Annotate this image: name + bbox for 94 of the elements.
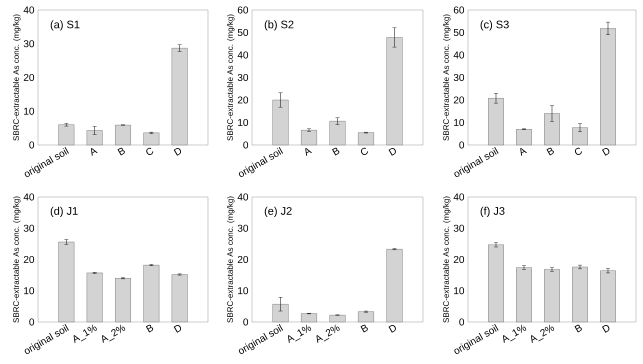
bar [115,278,131,322]
y-axis-title: SBRC-extractable As conc. (mg/kg) [227,14,234,141]
y-tick-label: 10 [454,287,464,294]
text: (d) J1 [50,206,78,218]
y-tick-label: 40 [24,6,34,14]
x-tick-label: C [574,148,582,155]
bar [572,266,588,322]
y-tick-label: 0 [29,141,34,149]
bar [600,28,616,146]
bar [272,100,289,146]
y-tick-label: 10 [24,108,34,115]
y-tick-label: 30 [454,224,464,232]
bar [488,98,504,146]
bar [516,129,532,146]
bar [329,120,346,146]
y-axis-title: SBRC-extractable As conc. (mg/kg) [13,14,20,141]
y-tick-label: 50 [238,28,248,36]
y-axis-title: SBRC-extractable As conc. (mg/kg) [227,196,234,323]
bar [272,304,289,322]
y-tick-label: 40 [454,51,464,59]
bar [115,124,131,146]
x-tick-label: B [546,148,554,156]
y-tick-label: 20 [238,256,248,264]
bar [58,242,74,322]
x-tick-label: A [305,148,312,156]
bar [488,244,504,322]
x-tick-label: A [90,148,98,156]
y-tick-label: 30 [238,74,248,82]
bar [386,248,403,322]
y-tick-label: 50 [454,28,464,36]
y-tick-label: 30 [238,224,248,232]
bar [143,132,160,146]
x-tick-label: B [146,324,154,333]
y-tick-label: 20 [24,256,34,264]
x-tick-label: B [360,324,368,333]
text: (c) S3 [480,20,509,31]
y-tick-label: 0 [243,318,248,326]
x-tick-label: B [332,148,340,156]
x-tick-label: B [574,324,582,333]
y-tick-label: 0 [459,141,464,149]
x-tick-label: C [360,148,368,155]
bar [544,113,560,146]
y-tick-label: 40 [238,193,248,201]
bar [329,314,346,322]
x-tick-label: D [602,325,610,333]
y-tick-label: 60 [238,6,248,14]
y-tick-label: 10 [238,118,248,126]
y-axis-title: SBRC-extractable As conc. (mg/kg) [13,196,20,323]
bar [172,274,188,322]
x-tick-label: A [520,148,527,156]
y-tick-label: 0 [29,318,34,326]
x-tick-label: D [602,148,610,156]
y-tick-label: 60 [454,6,464,14]
text: (a) S1 [50,20,80,31]
y-tick-label: 0 [459,318,464,326]
bar [386,37,403,146]
x-tick-label: D [174,148,182,156]
bar [172,48,188,146]
x-tick-label: D [174,325,182,333]
bar [86,130,103,146]
y-axis-title: SBRC-extractable As conc. (mg/kg) [443,14,450,141]
x-tick-label: D [388,148,396,156]
y-tick-label: 10 [24,287,34,294]
bar [516,267,532,322]
y-tick-label: 0 [243,141,248,149]
bar [58,124,74,146]
x-tick-label: B [118,148,125,156]
bar [86,272,103,322]
y-tick-label: 20 [24,74,34,82]
y-tick-label: 40 [24,193,34,201]
bar [300,130,318,146]
y-axis-title: SBRC-extractable As conc. (mg/kg) [443,196,450,323]
y-tick-label: 20 [238,96,248,104]
bar [600,270,616,322]
y-tick-label: 20 [454,96,464,104]
y-tick-label: 20 [454,256,464,264]
y-tick-label: 40 [238,51,248,59]
y-tick-label: 40 [454,193,464,201]
y-tick-label: 10 [454,118,464,126]
x-tick-label: D [388,325,396,333]
y-tick-label: 10 [238,287,248,294]
text: (e) J2 [264,206,292,218]
text: (f) J3 [480,206,504,218]
text: (b) S2 [264,20,294,31]
bar [544,269,560,322]
y-tick-label: 30 [24,40,34,48]
bar [143,264,160,322]
bar [358,132,374,146]
bar [358,311,374,322]
y-tick-label: 30 [454,74,464,82]
x-tick-label: C [146,148,154,155]
y-tick-label: 30 [24,224,34,232]
bar [572,127,588,146]
bar [300,313,318,322]
